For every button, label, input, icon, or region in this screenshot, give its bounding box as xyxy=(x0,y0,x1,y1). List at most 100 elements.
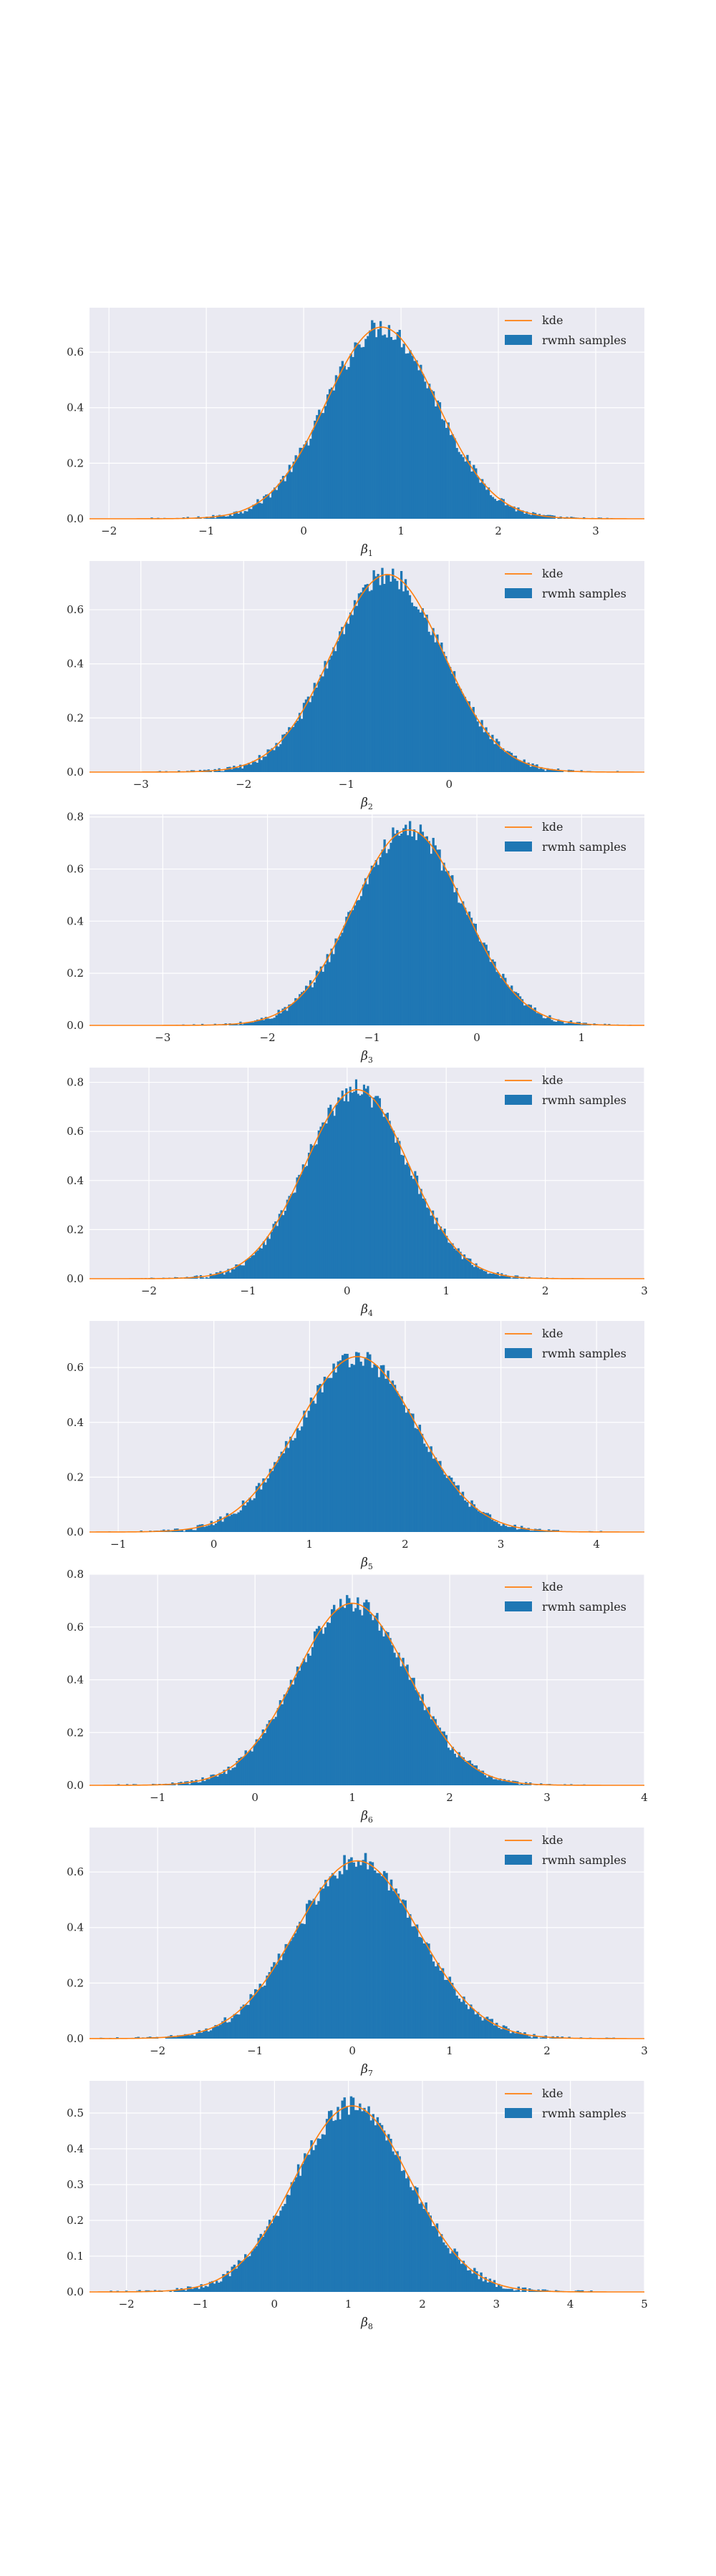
histogram-bar xyxy=(290,2182,294,2292)
histogram-bar xyxy=(231,2018,233,2039)
histogram-bar xyxy=(421,1694,424,1785)
histogram-bar xyxy=(500,1526,503,1532)
histogram-bar xyxy=(472,923,475,1025)
histogram-bar xyxy=(407,1408,410,1532)
histogram-bar xyxy=(349,353,352,519)
histogram-bar xyxy=(487,1274,490,1279)
histogram-bar xyxy=(387,2134,390,2292)
histogram-bar xyxy=(453,1753,456,1785)
legend-bar-swatch xyxy=(505,588,532,598)
histogram-bar xyxy=(311,987,314,1025)
histogram-bar xyxy=(469,1258,472,1279)
histogram-bar xyxy=(542,1018,545,1025)
histogram-bar xyxy=(248,1750,251,1785)
histogram-bar xyxy=(387,849,390,1025)
histogram-bar xyxy=(347,366,350,519)
y-tick-label: 0.8 xyxy=(67,811,84,824)
histogram-bar xyxy=(330,387,334,519)
histogram-bar xyxy=(348,1367,351,1532)
histogram-bar xyxy=(275,2215,278,2292)
legend-kde-label: kde xyxy=(542,2087,563,2100)
histogram-bar xyxy=(507,1780,511,1785)
x-tick-label: 0 xyxy=(251,1791,258,1804)
histogram-bar xyxy=(272,1719,276,1785)
histogram-bar xyxy=(420,1189,422,1279)
histogram-bar xyxy=(200,1524,204,1532)
histogram-bar xyxy=(533,765,536,772)
histogram-bar xyxy=(498,1778,502,1785)
histogram-bar xyxy=(473,1765,476,1785)
histogram-bar xyxy=(271,1018,274,1025)
histogram-bar xyxy=(398,835,401,1025)
histogram-bar xyxy=(432,1458,435,1532)
histogram-bar xyxy=(325,1378,329,1532)
histogram-bar xyxy=(523,759,526,772)
histogram-bar xyxy=(221,1272,224,1279)
legend-kde-label: kde xyxy=(542,1073,563,1087)
histogram-bar xyxy=(451,1747,454,1785)
histogram-bar xyxy=(451,1243,454,1279)
histogram-bar xyxy=(490,2282,494,2292)
histogram-bar xyxy=(266,1478,270,1532)
histogram-bar xyxy=(408,1166,411,1279)
histogram-bar xyxy=(267,494,270,519)
histogram-bar xyxy=(433,2226,437,2292)
subplot-2: −3 −2 −1 0 0.0 0.2 0.4 0.6 β2 kde rwmh samples xyxy=(67,561,644,811)
x-tick-label: −2 xyxy=(150,2044,165,2057)
legend-kde-label: kde xyxy=(542,820,563,834)
histogram-bar xyxy=(513,1524,516,1532)
histogram-bar xyxy=(241,768,244,772)
histogram-bar xyxy=(315,1629,319,1785)
histogram-bar xyxy=(374,1096,377,1279)
histogram-bar xyxy=(286,1199,289,1279)
y-tick-label: 0.4 xyxy=(67,2142,84,2155)
histogram-bar xyxy=(301,447,304,519)
histogram-bar xyxy=(375,337,378,519)
histogram-bar xyxy=(515,2290,518,2292)
histogram-bar xyxy=(247,2004,250,2039)
histogram-bar xyxy=(373,323,376,519)
x-tick-label: −1 xyxy=(198,525,214,537)
histogram-bar xyxy=(400,571,403,772)
histogram-bar xyxy=(233,1513,236,1532)
histogram-bar xyxy=(207,1277,210,1279)
histogram-bar xyxy=(199,1782,202,1785)
histogram-bar xyxy=(489,738,492,772)
x-axis-label: β7 xyxy=(360,2062,373,2078)
histogram-bar xyxy=(468,701,470,772)
histogram-bar xyxy=(466,2270,470,2292)
histogram-bar xyxy=(353,1091,356,1279)
histogram-bar xyxy=(413,1926,417,2039)
histogram-bar xyxy=(480,1268,483,1279)
histogram-bar xyxy=(495,2286,498,2292)
histogram-bar xyxy=(210,1775,213,1785)
histogram-bar xyxy=(548,1015,551,1025)
histogram-bar xyxy=(434,1719,437,1785)
histogram-bar xyxy=(192,1530,195,1532)
histogram-bar xyxy=(484,1513,487,1532)
histogram-bar xyxy=(240,2006,243,2039)
histogram-bar xyxy=(391,1645,394,1785)
histogram-bar xyxy=(298,1670,301,1785)
histogram-bar xyxy=(389,1383,392,1532)
histogram-bar xyxy=(258,502,261,519)
histogram-bar xyxy=(371,1367,374,1532)
histogram-bar xyxy=(345,622,348,772)
histogram-bar xyxy=(290,472,293,519)
histogram-bar xyxy=(349,612,352,772)
histogram-bar xyxy=(254,1252,257,1279)
histogram-bar xyxy=(231,1514,233,1532)
histogram-bar xyxy=(544,771,547,772)
histogram-bar xyxy=(498,499,500,519)
histogram-bar xyxy=(328,659,331,772)
histogram-bar xyxy=(339,1360,342,1532)
histogram-bar xyxy=(476,721,479,772)
histogram-bar xyxy=(231,2266,234,2292)
histogram-bar xyxy=(334,1875,337,2039)
x-tick-label: −1 xyxy=(193,2298,208,2311)
histogram-bar xyxy=(327,1108,330,1279)
x-tick-label: 0 xyxy=(473,1031,480,1044)
histogram-bar xyxy=(384,2140,388,2292)
histogram-bar xyxy=(305,1903,309,2039)
histogram-bar xyxy=(224,516,228,519)
